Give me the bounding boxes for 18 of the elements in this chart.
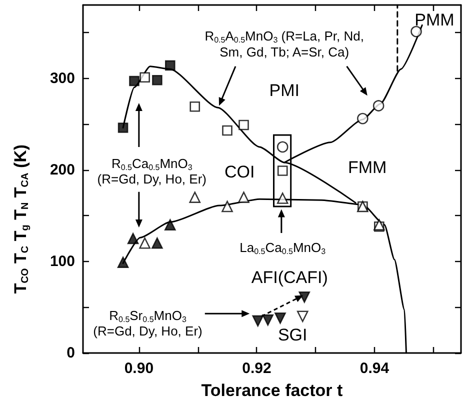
x-tick-label: 0.92	[242, 360, 272, 377]
annotation: SGI	[278, 325, 308, 344]
y-tick-label: 0	[66, 344, 75, 362]
x-axis-title: Tolerance factor t	[201, 380, 344, 400]
y-tick-label: 100	[50, 252, 75, 270]
y-tick-label: 200	[50, 161, 75, 178]
x-tick-label: 0.90	[124, 360, 154, 377]
annotation: COI	[224, 162, 255, 182]
annotation: R$_{0.5}$A$_{0.5}$MnO$_{3}$ (R=La, Pr, Nd, Sm, Gd, Tb; A=Sr, Ca)	[204, 28, 364, 59]
annotation: R$_{0.5}$Ca$_{0.5}$MnO$_{3}$ (R=Gd, Dy, Ho, Er)	[97, 155, 206, 186]
annotation: R$_{0.5}$Sr$_{0.5}$MnO$_{3}$ (R=Gd, Dy, Ho, Er)	[93, 307, 202, 338]
x-tick-label: 0.94	[360, 360, 390, 377]
annotation: FMM	[348, 158, 387, 177]
annotation: PMM	[414, 10, 454, 30]
annotation: AFI(CAFI)	[251, 267, 328, 286]
annotation: PMI	[269, 80, 300, 100]
y-tick-label: 300	[50, 70, 75, 87]
annotation: La$_{0.5}$Ca$_{0.5}$MnO$_{3}$	[240, 239, 326, 256]
